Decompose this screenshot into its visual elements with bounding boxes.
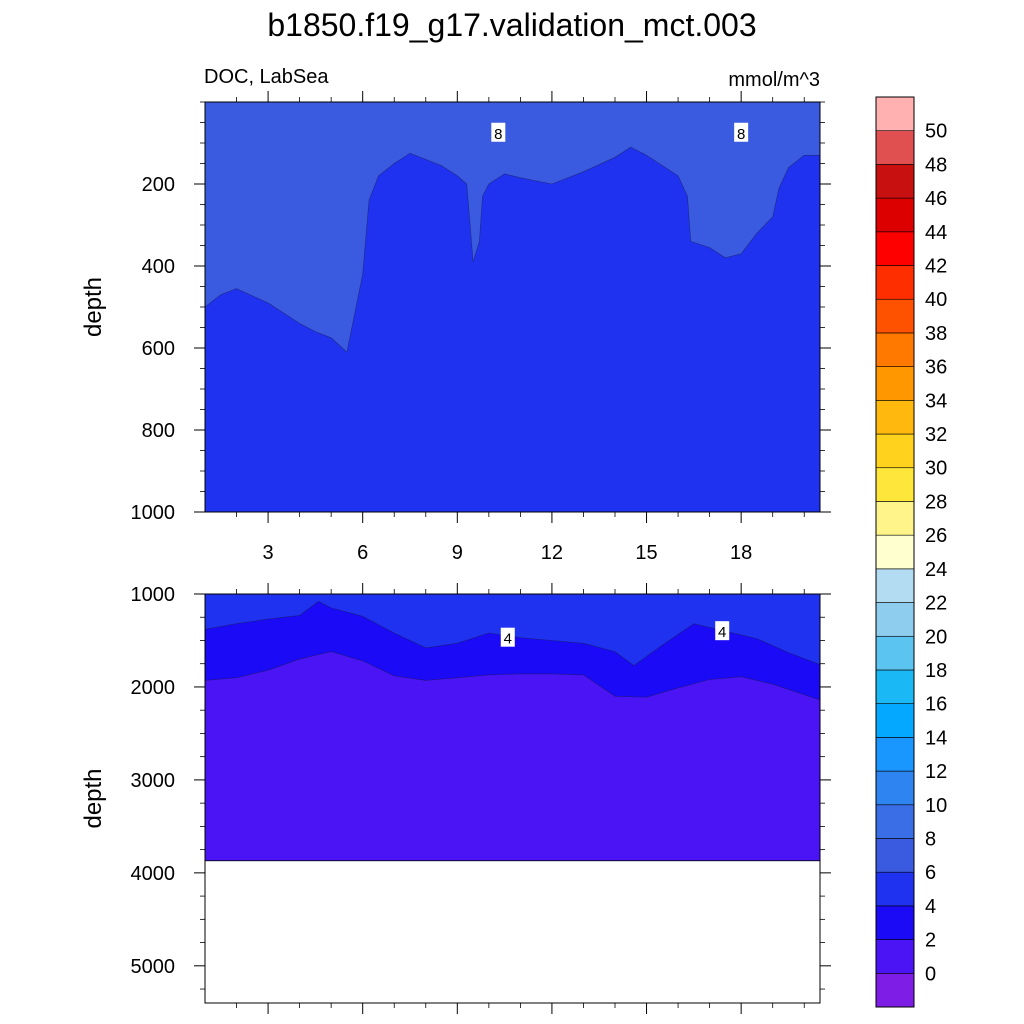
no-data-region (205, 860, 820, 1003)
lower-y-axis-label: depth (80, 768, 107, 828)
upper-contour-region-4-6 (205, 146, 820, 512)
upper-contour-label: 8 (734, 122, 749, 143)
colorbar-swatch (875, 501, 915, 536)
upper-contour-fills (205, 102, 820, 512)
colorbar-label: 44 (925, 222, 947, 244)
colorbar-swatch (875, 298, 915, 334)
lower-contour-fills (205, 594, 820, 1003)
lower-contour-region-0-2 (205, 651, 820, 862)
colorbar-swatch (875, 838, 915, 873)
colorbar-swatch (875, 804, 915, 839)
colorbar-label: 36 (925, 357, 947, 379)
colorbar-swatch (875, 737, 915, 772)
colorbar-label: 10 (925, 795, 947, 817)
svg-text:8: 8 (737, 126, 745, 143)
colorbar-label: 48 (925, 154, 947, 176)
upper-y-tick-label: 800 (142, 420, 175, 442)
upper-x-tick-label: 9 (452, 542, 463, 564)
subtitle-left: DOC, LabSea (204, 66, 329, 88)
colorbar-label: 24 (925, 559, 947, 581)
lower-contour-label: 4 (715, 621, 730, 641)
colorbar-swatch (875, 534, 915, 570)
svg-text:4: 4 (504, 631, 512, 648)
colorbar-label: 12 (925, 761, 947, 783)
upper-x-tick-label: 6 (357, 542, 368, 564)
colorbar-label: 26 (925, 525, 947, 547)
colorbar-label: 6 (925, 862, 936, 884)
colorbar-label: 2 (925, 930, 936, 952)
colorbar-label: 38 (925, 323, 947, 345)
subtitle-right: mmol/m^3 (728, 69, 820, 91)
colorbar-label: 16 (925, 694, 947, 716)
colorbar-swatch (875, 231, 915, 266)
colorbar-swatch (875, 96, 915, 132)
colorbar-label: 14 (925, 727, 947, 749)
colorbar-swatch (875, 197, 915, 233)
colorbar-swatch (875, 635, 915, 671)
colorbar-label: 4 (925, 896, 936, 918)
colorbar-swatch (875, 602, 915, 637)
lower-depth-panel: 1000 2000 3000 4000 5000 depth 4 4 (80, 583, 831, 1014)
colorbar-label: 30 (925, 458, 947, 480)
upper-x-tick-label: 18 (730, 542, 752, 564)
upper-depth-panel: 200 400 600 800 1000 3 6 9 12 15 18 depth 8 8 (80, 91, 831, 564)
colorbar-swatch (875, 939, 915, 974)
colorbar-swatch (875, 905, 915, 940)
colorbar-swatch (875, 164, 915, 199)
upper-y-tick-label: 600 (142, 338, 175, 360)
colorbar-label: 22 (925, 593, 947, 615)
colorbar-label: 0 (925, 963, 936, 985)
lower-contour-label: 4 (500, 627, 515, 648)
colorbar-swatch (875, 467, 915, 502)
colorbar-swatch (875, 568, 915, 603)
colorbar-swatch (875, 332, 915, 367)
upper-y-tick-label: 1000 (131, 502, 176, 524)
colorbar-label: 46 (925, 188, 947, 210)
lower-y-tick-label: 3000 (131, 770, 176, 792)
colorbar-swatch (875, 400, 915, 435)
upper-x-tick-label: 12 (541, 542, 563, 564)
colorbar-label: 20 (925, 626, 947, 648)
colorbar-swatch (875, 972, 915, 1008)
upper-contour-label: 8 (491, 122, 506, 143)
colorbar-swatch (875, 871, 915, 907)
colorbar-swatch (875, 770, 915, 806)
colorbar-label: 32 (925, 424, 947, 446)
chart-title: b1850.f19_g17.validation_mct.003 (267, 7, 756, 43)
colorbar-label: 34 (925, 390, 947, 412)
lower-y-tick-label: 4000 (131, 863, 176, 885)
lower-y-tick-label: 2000 (131, 677, 176, 699)
colorbar-label: 40 (925, 289, 947, 311)
colorbar-label: 8 (925, 828, 936, 850)
upper-y-tick-label: 400 (142, 256, 175, 278)
upper-x-tick-label: 3 (263, 542, 274, 564)
upper-y-axis-label: depth (80, 277, 107, 337)
lower-y-tick-label: 5000 (131, 956, 176, 978)
colorbar-swatch (875, 265, 915, 300)
colorbar: 0246810121416182022242628303234363840424… (875, 96, 947, 1008)
colorbar-label: 18 (925, 660, 947, 682)
upper-y-tick-label: 200 (142, 174, 175, 196)
colorbar-swatch (875, 433, 915, 469)
colorbar-swatch (875, 366, 915, 401)
colorbar-label: 50 (925, 121, 947, 143)
upper-x-tick-label: 15 (635, 542, 657, 564)
lower-y-tick-label: 1000 (131, 584, 176, 606)
colorbar-label: 42 (925, 256, 947, 278)
colorbar-swatch (875, 703, 915, 738)
colorbar-swatch (875, 130, 915, 165)
colorbar-label: 28 (925, 491, 947, 513)
colorbar-swatch (875, 669, 915, 704)
lower-plot-frame (204, 593, 821, 1004)
svg-text:4: 4 (718, 624, 726, 641)
svg-text:8: 8 (494, 126, 502, 143)
